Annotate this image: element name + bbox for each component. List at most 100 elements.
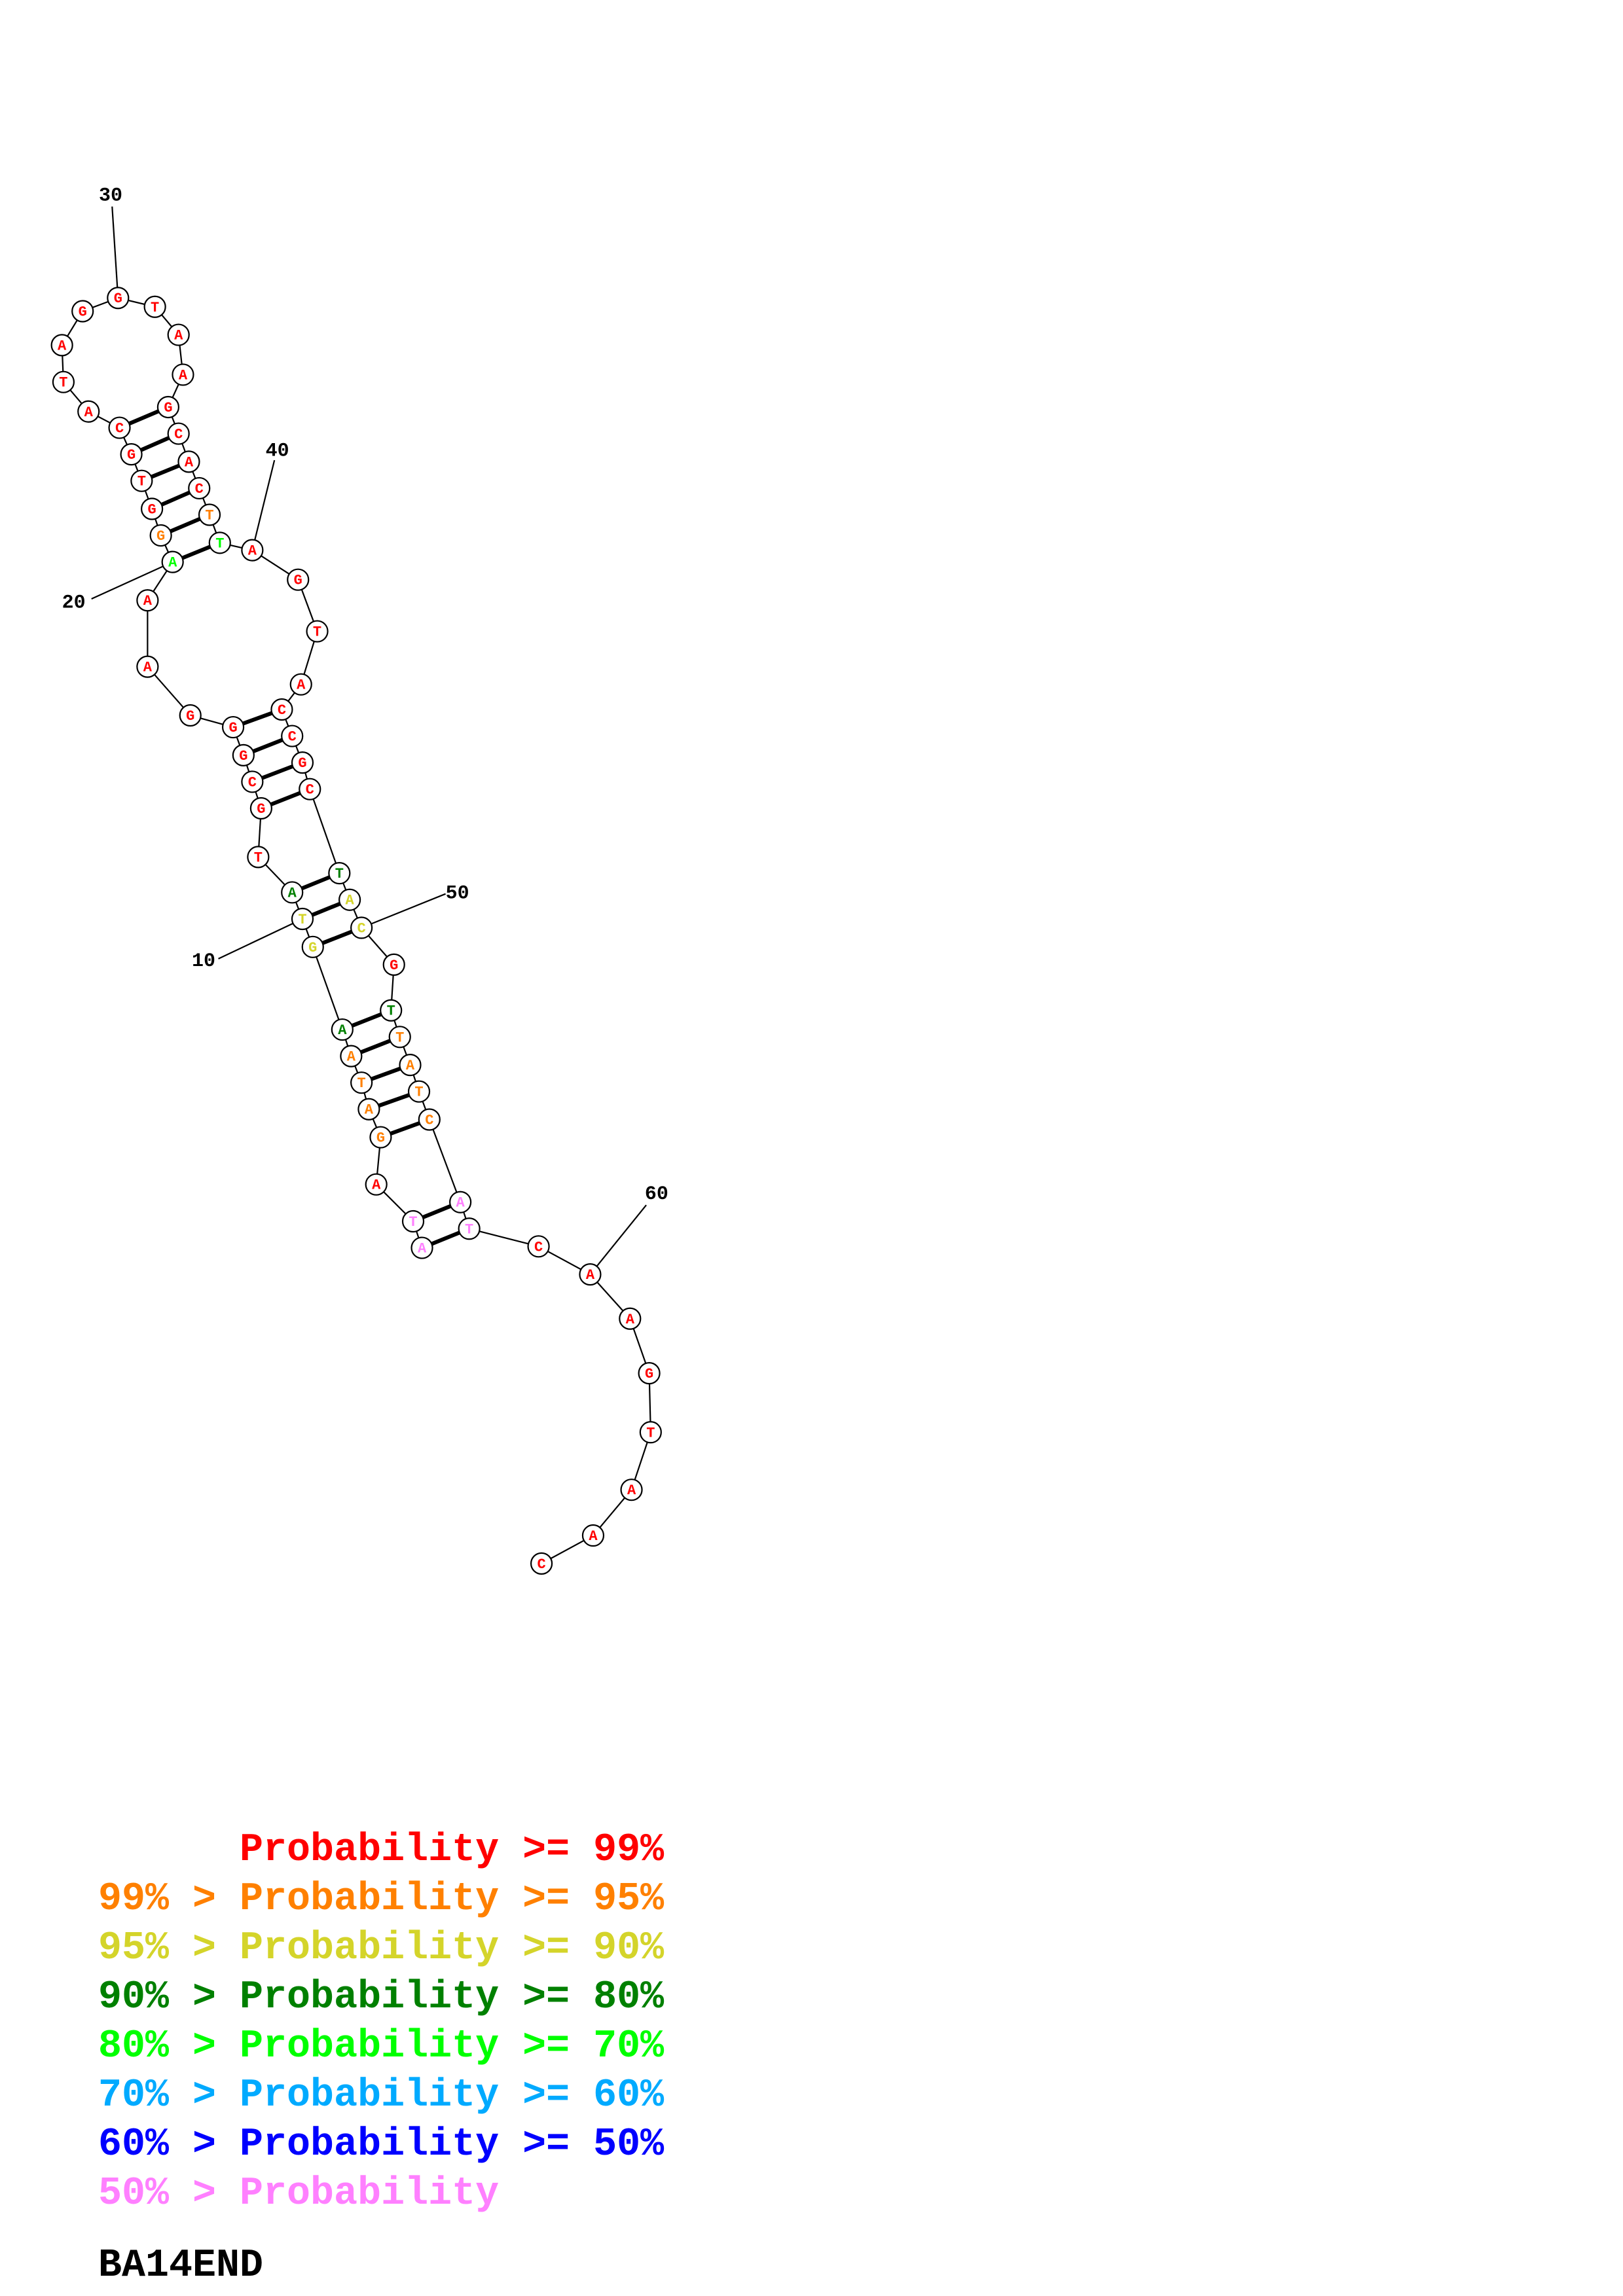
nucleotide-circle	[291, 751, 314, 774]
nucleotide-circle	[156, 395, 180, 419]
nucleotide-G: G	[141, 497, 164, 520]
nucleotide-C: C	[299, 778, 321, 800]
nucleotide-letter: A	[84, 404, 94, 421]
nucleotide-circle	[382, 953, 405, 976]
nucleotide-circle	[179, 704, 202, 727]
nucleotide-circle	[401, 1210, 425, 1233]
nucleotide-A: A	[289, 673, 312, 696]
nucleotide-letter: T	[205, 508, 213, 524]
nucleotide-circle	[581, 1524, 605, 1547]
nucleotide-circle	[50, 334, 73, 357]
nucleotide-circle	[281, 725, 304, 747]
position-tick-10	[218, 918, 303, 960]
nucleotide-circle	[449, 1191, 472, 1213]
nucleotide-letter: G	[645, 1366, 653, 1382]
nucleotide-letter: C	[278, 702, 286, 719]
nucleotide-letter: G	[390, 958, 398, 974]
nucleotide-C: C	[241, 770, 264, 793]
nucleotide-G: G	[107, 287, 130, 310]
nucleotide-circle	[638, 1362, 661, 1385]
nucleotide-nodes: CAATGAACTACTATTGCATCGCCATGATTCACGAATGGAT…	[50, 287, 662, 1575]
position-tick-30	[111, 206, 119, 298]
nucleotide-circle	[172, 363, 194, 386]
nucleotide-T: T	[388, 1026, 411, 1049]
nucleotide-T: T	[350, 1071, 373, 1094]
nucleotide-circle	[136, 655, 159, 678]
nucleotide-circle	[619, 1307, 642, 1330]
nucleotide-letter: A	[418, 1241, 427, 1257]
nucleotide-letter: A	[143, 593, 153, 609]
nucleotide-A: A	[357, 1098, 380, 1121]
nucleotide-letter: A	[586, 1267, 595, 1283]
nucleotide-A: A	[331, 1018, 354, 1041]
nucleotide-circle	[418, 1108, 441, 1131]
nucleotide-letter: A	[179, 367, 188, 384]
nucleotide-T: T	[52, 370, 75, 393]
nucleotide-letter: A	[168, 555, 177, 571]
nucleotide-circle	[120, 443, 143, 466]
nucleotide-T: T	[291, 907, 314, 931]
nucleotide-circle	[107, 287, 130, 310]
nucleotide-G: G	[382, 953, 405, 976]
nucleotide-A: A	[619, 1307, 642, 1330]
nucleotide-G: G	[287, 568, 310, 591]
nucleotide-circle	[232, 744, 255, 766]
nucleotide-circle	[357, 1098, 380, 1121]
nucleotide-circle	[130, 469, 153, 492]
nucleotide-letter: C	[537, 1556, 545, 1573]
legend-entry-6: 70% > Probability >= 60%	[98, 2073, 665, 2118]
nucleotide-letter: T	[409, 1214, 417, 1230]
nucleotide-A: A	[620, 1479, 643, 1501]
nucleotide-A: A	[136, 655, 159, 678]
nucleotide-C: C	[527, 1235, 550, 1258]
nucleotide-T: T	[198, 503, 221, 526]
legend-entry-4: 90% > Probability >= 80%	[98, 1975, 665, 2020]
nucleotide-A: A	[340, 1045, 363, 1067]
nucleotide-letter: T	[387, 1003, 395, 1020]
nucleotide-letter: T	[646, 1425, 655, 1441]
nucleotide-circle	[143, 295, 166, 318]
legend-entry-5: 80% > Probability >= 70%	[98, 2024, 665, 2069]
nucleotide-circle	[281, 881, 304, 904]
nucleotide-letter: A	[347, 1049, 356, 1066]
nucleotide-circle	[331, 1018, 354, 1041]
position-label-20: 20	[62, 592, 86, 614]
nucleotide-letter: C	[288, 729, 297, 745]
nucleotide-circle	[291, 907, 314, 931]
nucleotide-circle	[241, 539, 264, 562]
nucleotide-A: A	[281, 881, 304, 904]
nucleotide-letter: C	[195, 481, 204, 497]
nucleotide-letter: A	[174, 328, 183, 344]
nucleotide-T: T	[247, 846, 270, 869]
nucleotide-circle	[306, 620, 329, 643]
nucleotide-circle	[527, 1235, 550, 1258]
nucleotide-circle	[270, 698, 293, 721]
nucleotide-letter: T	[395, 1030, 404, 1046]
nucleotide-letter: A	[248, 543, 257, 560]
nucleotide-letter: A	[372, 1177, 381, 1194]
legend-entry-1: Probability >= 99%	[98, 1828, 665, 1873]
nucleotide-A: A	[172, 363, 194, 386]
nucleotide-circle	[249, 797, 272, 820]
nucleotide-letter: A	[185, 454, 194, 471]
nucleotide-C: C	[167, 422, 190, 445]
nucleotide-circle	[399, 1054, 422, 1077]
nucleotide-A: A	[77, 400, 100, 423]
position-label-50: 50	[446, 882, 469, 905]
nucleotide-letter: T	[254, 850, 263, 866]
nucleotide-letter: G	[156, 528, 165, 545]
nucleotide-G: G	[301, 935, 324, 958]
nucleotide-letter: T	[151, 300, 159, 316]
nucleotide-circle	[350, 916, 373, 939]
position-label-30: 30	[99, 185, 122, 207]
nucleotide-letter: A	[626, 1312, 635, 1328]
nucleotide-A: A	[167, 323, 190, 346]
nucleotide-letter: A	[589, 1528, 598, 1545]
nucleotide-circle	[380, 999, 403, 1022]
nucleotide-circle	[136, 589, 159, 612]
nucleotide-letter: C	[357, 921, 366, 937]
nucleotide-G: G	[71, 300, 94, 323]
nucleotide-circle	[369, 1126, 392, 1149]
nucleotide-letter: C	[248, 774, 257, 791]
nucleotide-letter: G	[148, 502, 156, 518]
